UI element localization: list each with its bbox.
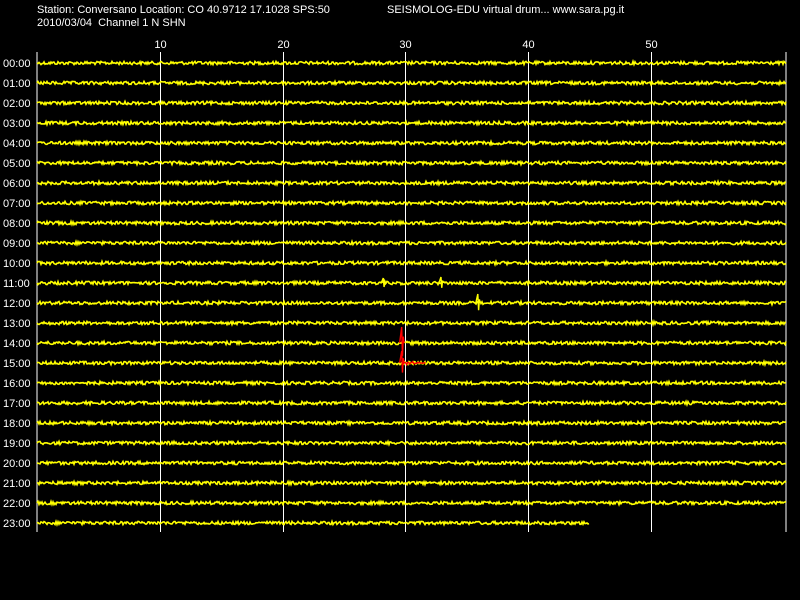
trace-1200 [36,298,787,307]
trace-0300 [36,119,787,128]
row-label-0700: 07:00 [3,198,31,210]
trace-1400 [36,339,787,347]
trace-0900 [36,238,787,247]
row-label-1900: 19:00 [3,438,31,450]
trace-0200 [36,99,787,107]
row-label-1400: 14:00 [3,338,31,350]
row-label-0100: 01:00 [3,78,31,90]
row-label-1300: 13:00 [3,318,31,330]
trace-1600 [36,379,787,387]
row-label-0500: 05:00 [3,158,31,170]
row-label-0800: 08:00 [3,218,31,230]
x-tick-label-10: 10 [154,39,166,51]
row-labels: 00:00 01:00 02:00 03:00 04:00 05:00 06:00 07:00… [3,58,31,530]
event-1 [438,276,445,288]
trace-0000 [36,58,787,67]
x-tick-label-50: 50 [645,39,657,51]
row-label-2000: 20:00 [3,458,31,470]
trace-2300 [36,518,590,527]
trace-1000 [36,258,787,268]
station-info: Station: Conversano Location: CO 40.9712… [37,4,330,16]
row-label-0200: 02:00 [3,98,31,110]
row-label-1000: 10:00 [3,258,31,270]
trace-1300 [36,319,787,328]
event-4 [398,350,426,373]
trace-0400 [36,139,786,147]
events [380,276,481,373]
app-title: SEISMOLOG-EDU virtual drum... www.sara.p… [387,4,625,16]
trace-2100 [36,479,787,487]
trace-0700 [36,199,787,207]
row-label-2300: 23:00 [3,518,31,530]
x-tick-label-20: 20 [277,39,289,51]
event-2 [475,293,481,311]
traces [36,58,787,527]
trace-2000 [36,459,787,467]
trace-1500 [36,358,787,368]
row-label-1500: 15:00 [3,358,31,370]
trace-0600 [36,178,787,188]
row-label-1600: 16:00 [3,378,31,390]
row-label-0400: 04:00 [3,138,31,150]
row-label-0900: 09:00 [3,238,31,250]
x-tick-label-40: 40 [522,39,534,51]
trace-1800 [36,418,787,428]
row-label-2100: 21:00 [3,478,31,490]
row-label-1800: 18:00 [3,418,31,430]
trace-1700 [36,399,787,408]
row-label-0300: 03:00 [3,118,31,130]
trace-0100 [36,79,787,87]
x-axis-ticks: 10 20 30 40 50 [154,39,657,51]
row-label-1100: 11:00 [3,278,30,290]
x-tick-label-30: 30 [399,39,411,51]
grid [36,52,787,532]
event-0 [380,277,387,288]
trace-1100 [36,279,787,287]
trace-2200 [36,499,787,507]
row-label-0600: 06:00 [3,178,31,190]
row-label-1700: 17:00 [3,398,31,410]
trace-0500 [36,159,787,167]
row-label-1200: 12:00 [3,298,31,310]
trace-0800 [36,219,787,227]
row-label-2200: 22:00 [3,498,31,510]
trace-1900 [36,439,787,447]
row-label-0000: 00:00 [3,58,31,70]
date-channel-info: 2010/03/04 Channel 1 N SHN [37,17,186,29]
